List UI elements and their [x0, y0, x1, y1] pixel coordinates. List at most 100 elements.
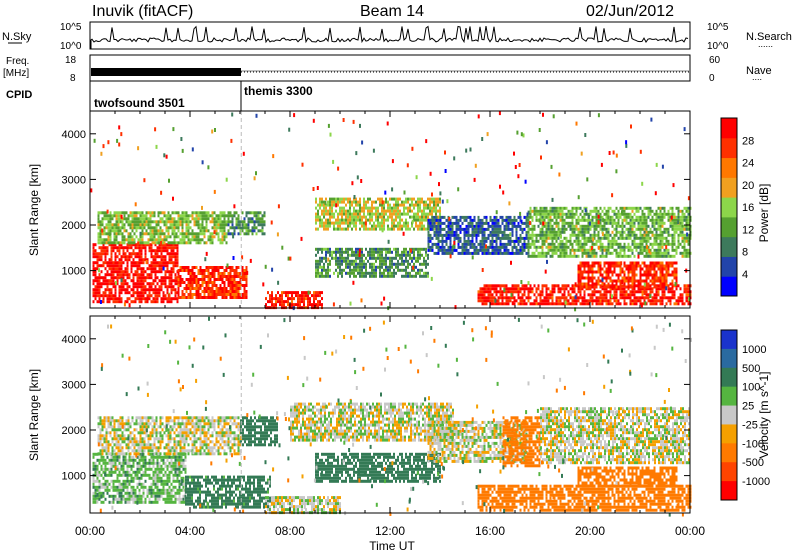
heatmap-cell: [681, 293, 684, 297]
heatmap-cell: [633, 218, 636, 222]
heatmap-cell: [529, 212, 532, 216]
heatmap-cell: [191, 235, 194, 239]
heatmap-cell: [563, 224, 566, 228]
heatmap-cell: [159, 229, 162, 233]
heatmap-cell: [121, 238, 124, 242]
heatmap-cell: [357, 262, 359, 266]
heatmap-cell: [547, 302, 550, 306]
heatmap-cell: [437, 221, 440, 225]
heatmap-cell: [631, 248, 634, 252]
heatmap-cell: [153, 220, 156, 224]
heatmap-cell: [433, 203, 435, 207]
heatmap-cell: [393, 227, 395, 231]
heatmap-cell: [155, 220, 158, 224]
heatmap-cell: [369, 221, 371, 225]
heatmap-cell: [191, 269, 194, 272]
heatmap-cell: [421, 268, 423, 272]
heatmap-cell: [491, 245, 494, 249]
heatmap-cell: [359, 209, 361, 213]
heatmap-cell: [489, 233, 492, 237]
heatmap-cell: [557, 242, 560, 246]
heatmap-cell: [469, 233, 472, 237]
heatmap-cell: [144, 252, 147, 256]
heatmap-cell: [555, 302, 558, 306]
heatmap-cell: [603, 285, 606, 289]
cpid-mode-themis: themis 3300: [244, 84, 313, 98]
heatmap-cell: [607, 221, 610, 225]
heatmap-cell: [142, 261, 145, 265]
heatmap-cell: [593, 293, 596, 297]
heatmap-cell: [623, 276, 626, 280]
heatmap-cell: [106, 252, 109, 256]
heatmap-cell: [375, 215, 377, 219]
heatmap-cell: [673, 290, 676, 294]
heatmap-cell: [629, 236, 632, 240]
heatmap-cell: [114, 288, 117, 292]
heatmap-cell: [483, 287, 486, 291]
heatmap-cell: [535, 290, 538, 294]
heatmap-cell: [425, 271, 427, 275]
heatmap-cell: [152, 258, 155, 262]
heatmap-cell: [571, 233, 574, 237]
heatmap-cell: [653, 242, 656, 246]
heatmap-cell: [173, 235, 176, 239]
heatmap-cell: [219, 238, 222, 242]
heatmap-cell: [161, 220, 164, 224]
heatmap-cell: [149, 235, 152, 239]
heatmap-cell: [645, 224, 648, 228]
heatmap-cell: [231, 284, 234, 287]
heatmap-cell: [579, 242, 582, 246]
heatmap-cell: [128, 285, 131, 289]
heatmap-cell: [431, 242, 434, 246]
heatmap-cell: [511, 287, 514, 291]
heatmap-cell: [609, 285, 612, 289]
heatmap-cell: [557, 290, 560, 294]
heatmap-cell: [101, 211, 104, 215]
heatmap-cell: [615, 215, 618, 219]
heatmap-cell: [203, 241, 206, 245]
heatmap-cell: [475, 227, 478, 231]
heatmap-cell: [132, 282, 135, 286]
heatmap-cell: [98, 279, 101, 283]
heatmap-cell: [115, 211, 118, 215]
heatmap-cell: [94, 273, 97, 277]
heatmap-cell: [577, 236, 580, 240]
heatmap-cell: [193, 220, 196, 224]
heatmap-cell: [527, 290, 530, 294]
heatmap-cell: [239, 226, 242, 230]
heatmap-cell: [503, 233, 506, 237]
heatmap-cell: [170, 285, 173, 289]
heatmap-cell: [110, 270, 113, 274]
heatmap-cell: [129, 226, 132, 230]
heatmap-cell: [655, 221, 658, 225]
heatmap-cell: [156, 249, 159, 253]
heatmap-cell: [211, 226, 214, 230]
heatmap-cell: [609, 296, 612, 300]
heatmap-cell: [423, 224, 425, 228]
heatmap-cell: [143, 214, 146, 218]
heatmap-cell: [199, 232, 202, 236]
heatmap-cell: [227, 220, 230, 224]
heatmap-cell: [535, 236, 538, 240]
heatmap-cell: [139, 223, 142, 227]
heatmap-cell: [499, 236, 502, 240]
heatmap-cell: [223, 269, 226, 272]
heatmap-cell: [179, 238, 182, 242]
heatmap-cell: [181, 290, 184, 293]
heatmap-cell: [405, 265, 407, 269]
heatmap-cell: [401, 262, 403, 266]
heatmap-cell: [575, 242, 578, 246]
heatmap-cell: [227, 278, 230, 281]
heatmap-cell: [162, 300, 165, 304]
heatmap-cell: [389, 250, 391, 254]
heatmap-cell: [629, 264, 632, 268]
heatmap-cell: [543, 254, 546, 258]
heatmap-cell: [124, 270, 127, 274]
heatmap-cell: [323, 200, 325, 204]
heatmap-cell: [174, 279, 177, 283]
heatmap-cell: [351, 253, 353, 257]
heatmap-cell: [119, 232, 122, 236]
heatmap-cell: [135, 211, 138, 215]
heatmap-cell: [655, 293, 658, 297]
heatmap-cell: [163, 223, 166, 227]
